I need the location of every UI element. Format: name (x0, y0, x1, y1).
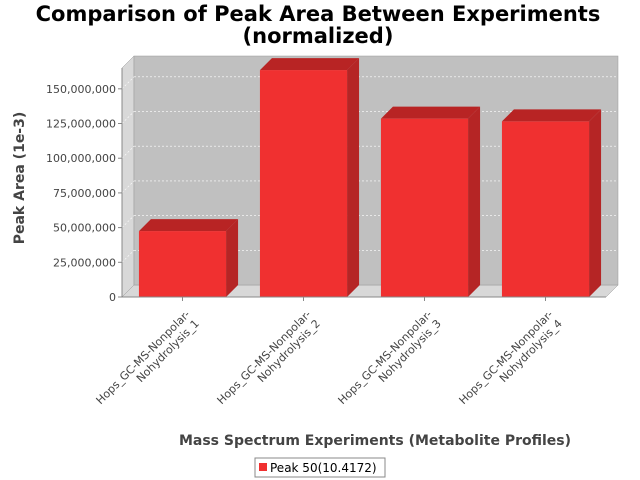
legend-swatch (259, 463, 267, 471)
y-tick-label: 150,000,000 (46, 83, 116, 96)
bars (138, 58, 602, 297)
bar-side (226, 219, 239, 297)
chart-title-line-2: (normalized) (243, 24, 394, 48)
y-tick-label: 125,000,000 (46, 118, 116, 131)
bar-front (138, 231, 227, 297)
bar-front (380, 118, 469, 297)
legend: Peak 50(10.4172) (254, 457, 386, 478)
y-tick-label: 25,000,000 (53, 256, 116, 269)
y-tick-label: 0 (109, 291, 116, 304)
y-tick-label: 50,000,000 (53, 222, 116, 235)
bar (138, 219, 239, 297)
gridline-wall (121, 145, 135, 159)
x-tick-label: Hops_GC-MS-Nonpolar-Nohydrolysis_3 (336, 308, 444, 416)
y-axis-title: Peak Area (1e-3) (12, 112, 28, 245)
x-tick-label-line: Hops_GC-MS-Nonpolar- (336, 308, 435, 407)
x-tick-label-line: Hops_GC-MS-Nonpolar- (457, 308, 556, 407)
gridline-wall (121, 76, 135, 90)
bar-side (589, 109, 602, 297)
bar-top (259, 58, 360, 71)
bar-front (501, 121, 590, 297)
x-tick-label-line: Hops_GC-MS-Nonpolar- (215, 308, 314, 407)
bar-top (138, 219, 239, 232)
y-axis: 0 25,000,000 50,000,000 75,000,000 100,000,0… (46, 68, 123, 304)
bar (501, 109, 602, 297)
legend-box (254, 457, 386, 478)
x-tick-label-line: Hops_GC-MS-Nonpolar- (94, 308, 193, 407)
x-tick-label: Hops_GC-MS-Nonpolar-Nohydrolysis_1 (94, 308, 202, 416)
left-wall (121, 55, 135, 298)
bar-top (380, 106, 481, 119)
legend-label: Peak 50(10.4172) (270, 461, 377, 475)
x-axis-title: Mass Spectrum Experiments (Metabolite Pr… (179, 433, 571, 449)
gridline-wall (121, 111, 135, 124)
y-tick-label: 75,000,000 (53, 187, 116, 200)
bar (380, 106, 481, 297)
x-tick-label: Hops_GC-MS-Nonpolar-Nohydrolysis_2 (215, 308, 323, 416)
y-tick-label: 100,000,000 (46, 152, 116, 165)
bar (259, 58, 360, 297)
chart-title-line-1: Comparison of Peak Area Between Experime… (36, 2, 601, 26)
x-axis: Hops_GC-MS-Nonpolar-Nohydrolysis_1 Hops_G… (94, 296, 606, 416)
bar-side (347, 58, 360, 297)
bar-front (259, 70, 348, 297)
bar-side (468, 106, 481, 297)
gridline-wall (121, 215, 135, 228)
bar-top (501, 109, 602, 122)
gridline-wall (121, 180, 135, 194)
x-tick-label: Hops_GC-MS-Nonpolar-Nohydrolysis_4 (457, 308, 565, 416)
gridline-wall (121, 250, 135, 263)
